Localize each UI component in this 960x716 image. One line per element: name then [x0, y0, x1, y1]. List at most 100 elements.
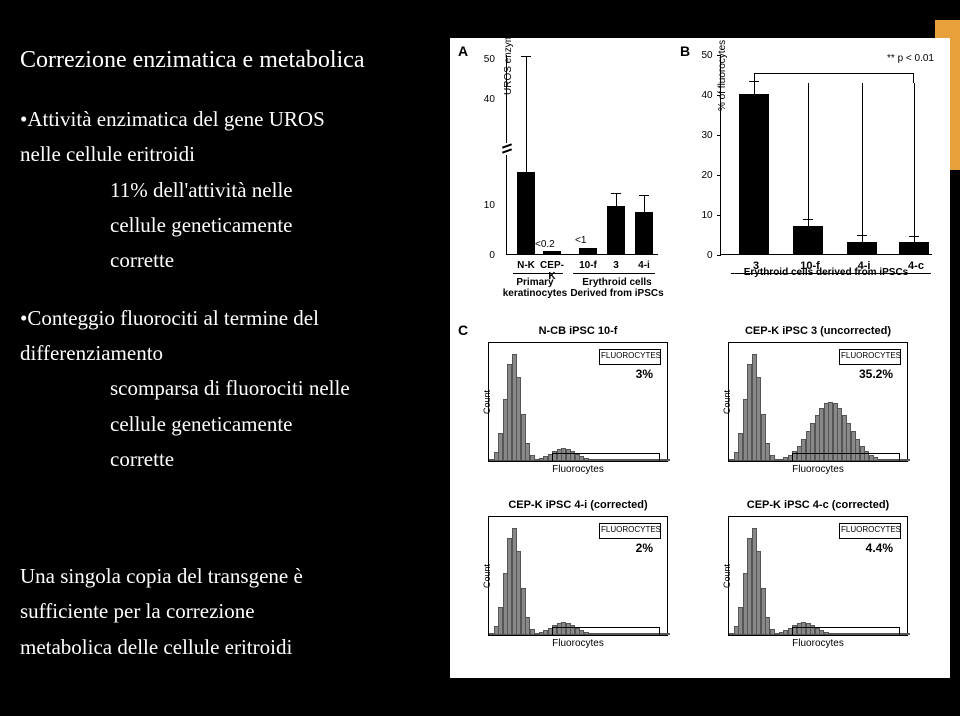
x-tick-label: 10-f: [573, 260, 603, 271]
error-bar: [754, 82, 755, 94]
significance-bracket: [754, 73, 914, 83]
bullet-sub: scomparsa di fluorociti nelle: [20, 375, 440, 402]
panel-b: B % of fluorocytes in GPA+ cells 5040302…: [680, 43, 940, 311]
tick-label: 40: [701, 90, 712, 101]
flow-plot: CEP-K iPSC 4-i (corrected)FluorocytesCou…: [488, 516, 668, 636]
flow-ylabel: Count: [482, 564, 492, 588]
percentage-label: 2%: [636, 541, 653, 555]
gate-marker: [552, 627, 660, 635]
histogram-bar: [905, 459, 910, 461]
tick-label: 30: [701, 130, 712, 141]
histogram-bar: [905, 633, 910, 635]
percentage-label: 4.4%: [866, 541, 893, 555]
percentage-label: 3%: [636, 367, 653, 381]
error-bar: [808, 220, 809, 226]
x-tick-label: 4-i: [629, 260, 659, 271]
error-cap: [803, 219, 813, 220]
panel-label-b: B: [680, 43, 690, 59]
group-bracket: [573, 273, 655, 274]
footer-text: Una singola copia del transgene è suffic…: [20, 563, 440, 661]
panel-a: A UROS enzymatic activity (U/mg proteins…: [458, 43, 668, 311]
flow-title: CEP-K iPSC 4-i (corrected): [489, 499, 667, 511]
error-bar: [616, 194, 617, 206]
flow-xlabel: Fluorocytes: [489, 638, 667, 649]
flow-ylabel: Count: [722, 564, 732, 588]
histogram-bar: [665, 633, 670, 635]
error-bar: [644, 196, 645, 212]
footer-line: sufficiente per la correzione: [20, 598, 440, 625]
group-label: Primarykeratinocytes: [499, 277, 571, 299]
flow-title: N-CB iPSC 10-f: [489, 325, 667, 337]
bullet-sub: cellule geneticamente: [20, 212, 440, 239]
panel-c: C N-CB iPSC 10-fFluorocytesCountFLUOROCY…: [458, 326, 942, 676]
gate-label: FLUOROCYTES: [601, 351, 659, 360]
error-cap: [909, 236, 919, 237]
group-label: Erythroid cellsDerived from iPSCs: [567, 277, 667, 299]
flow-plot: CEP-K iPSC 3 (uncorrected)FluorocytesCou…: [728, 342, 908, 462]
bullet-sub: cellule geneticamente: [20, 411, 440, 438]
error-cap: [639, 195, 649, 196]
error-bar: [862, 236, 863, 242]
bullet-sub: corrette: [20, 247, 440, 274]
bar: [579, 248, 597, 254]
annotation: <0.2: [535, 239, 555, 250]
tick-label: 0: [707, 250, 713, 261]
annotation: <1: [575, 235, 586, 246]
gate-label: FLUOROCYTES: [841, 525, 899, 534]
slide-title: Correzione enzimatica e metabolica: [20, 45, 440, 76]
flow-xlabel: Fluorocytes: [729, 464, 907, 475]
bullet-text: differenziamento: [20, 340, 440, 367]
bar: [543, 251, 561, 254]
bar: [847, 242, 877, 254]
chart-a-plot: UROS enzymatic activity (U/mg proteins) …: [506, 55, 658, 255]
chart-b-plot: % of fluorocytes in GPA+ cells 504030201…: [720, 55, 932, 255]
bullet-sub: corrette: [20, 446, 440, 473]
gate-label: FLUOROCYTES: [841, 351, 899, 360]
flow-ylabel: Count: [482, 390, 492, 414]
x-tick-label: 3: [601, 260, 631, 271]
gate-label: FLUOROCYTES: [601, 525, 659, 534]
text-column: Correzione enzimatica e metabolica •Atti…: [20, 45, 440, 669]
bullet-2: •Conteggio fluorociti al termine del dif…: [20, 305, 440, 473]
flow-xlabel: Fluorocytes: [489, 464, 667, 475]
bullet-text: •Attività enzimatica del gene UROS: [20, 106, 440, 133]
tick-label: 40: [484, 94, 495, 105]
bar: [793, 226, 823, 254]
bullet-1: •Attività enzimatica del gene UROS nelle…: [20, 106, 440, 274]
significance-label: ** p < 0.01: [887, 53, 934, 64]
gate-marker: [792, 627, 900, 635]
bar: [899, 242, 929, 254]
tick-label: 0: [489, 250, 495, 261]
flow-plot: N-CB iPSC 10-fFluorocytesCountFLUOROCYTE…: [488, 342, 668, 462]
bar: [517, 172, 535, 254]
panel-label-a: A: [458, 43, 468, 59]
tick-label: 10: [484, 200, 495, 211]
bullet-sub: 11% dell'attività nelle: [20, 177, 440, 204]
tick-label: 10: [701, 210, 712, 221]
bar: [635, 212, 653, 254]
chart-b-group: Erythroid cells derived from iPSCs: [720, 267, 932, 278]
error-cap: [521, 56, 531, 57]
gate-marker: [792, 453, 900, 461]
group-bracket: [513, 273, 563, 274]
histogram-bar: [665, 459, 670, 461]
gate-marker: [552, 453, 660, 461]
flow-xlabel: Fluorocytes: [729, 638, 907, 649]
flow-title: CEP-K iPSC 3 (uncorrected): [729, 325, 907, 337]
axis-break-icon: [502, 143, 512, 155]
footer-line: metabolica delle cellule eritroidi: [20, 634, 440, 661]
bar: [607, 206, 625, 254]
chart-a-ylabel: UROS enzymatic activity (U/mg proteins): [503, 0, 514, 95]
error-bar: [914, 237, 915, 242]
flow-ylabel: Count: [722, 390, 732, 414]
tick-label: 50: [701, 50, 712, 61]
flow-title: CEP-K iPSC 4-c (corrected): [729, 499, 907, 511]
figure-panel: A UROS enzymatic activity (U/mg proteins…: [450, 38, 950, 678]
footer-line: Una singola copia del transgene è: [20, 563, 440, 590]
tick-label: 50: [484, 54, 495, 65]
panel-label-c: C: [458, 322, 468, 338]
bullet-text: •Conteggio fluorociti al termine del: [20, 305, 440, 332]
percentage-label: 35.2%: [859, 367, 893, 381]
error-bar: [526, 57, 527, 172]
flow-plot: CEP-K iPSC 4-c (corrected)FluorocytesCou…: [728, 516, 908, 636]
